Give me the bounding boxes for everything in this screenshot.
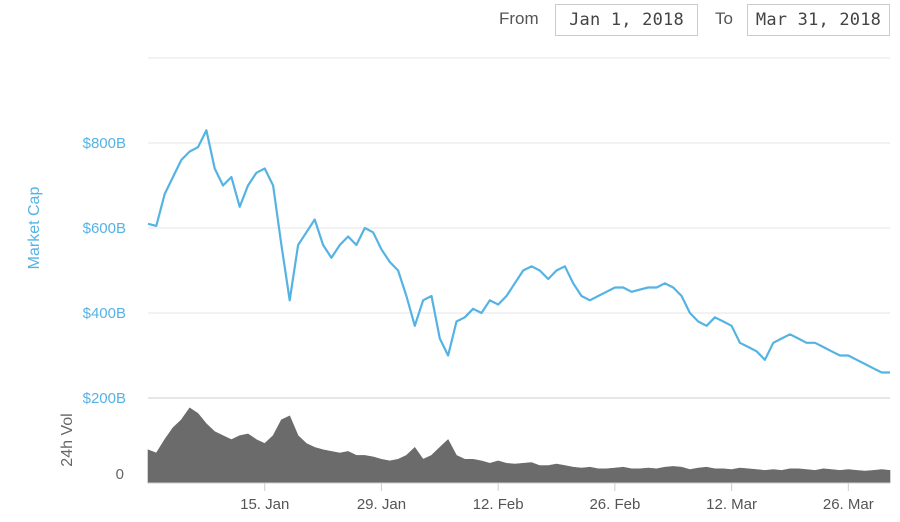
- y-axis-label: Market Cap: [26, 187, 43, 270]
- volume-axis-label: 24h Vol: [59, 413, 76, 466]
- x-tick-label: 26. Feb: [589, 496, 640, 513]
- volume-area: [147, 407, 891, 484]
- from-label: From: [499, 9, 539, 28]
- x-tick-label: 29. Jan: [357, 496, 406, 513]
- y-axis-ticks: $200B $400B $600B $800B: [83, 135, 126, 407]
- volume-axis-tick: 0: [116, 466, 124, 483]
- x-tick-label: 12. Feb: [473, 496, 524, 513]
- market-cap-line: [147, 129, 890, 374]
- gridlines: [148, 57, 890, 399]
- y-tick-label: $200B: [83, 390, 126, 407]
- x-tick-label: 12. Mar: [706, 496, 757, 513]
- volume-panel: [147, 397, 891, 484]
- x-tick-label: 26. Mar: [823, 496, 874, 513]
- y-tick-label: $400B: [83, 305, 126, 322]
- from-date-input[interactable]: Jan 1, 2018: [555, 4, 698, 36]
- to-label: To: [715, 9, 733, 28]
- y-tick-label: $800B: [83, 135, 126, 152]
- x-axis-ticks: 15. Jan 29. Jan 12. Feb 26. Feb 12. Mar 26. M…: [240, 483, 874, 513]
- x-tick-label: 15. Jan: [240, 496, 289, 513]
- y-tick-label: $600B: [83, 220, 126, 237]
- to-date-input[interactable]: Mar 31, 2018: [747, 4, 890, 36]
